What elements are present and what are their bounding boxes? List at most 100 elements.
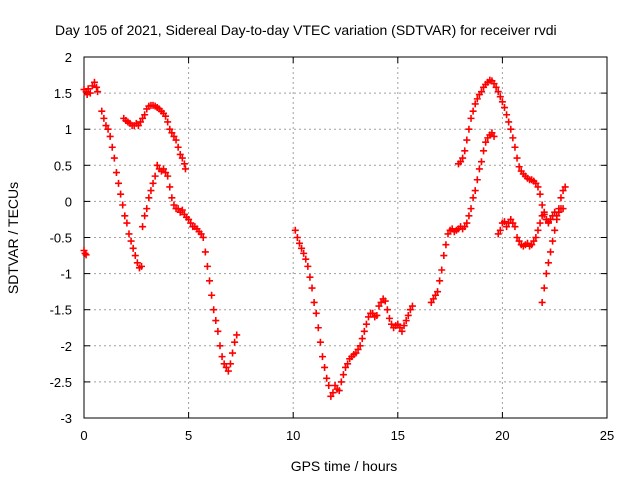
- data-point-marker: [394, 320, 402, 328]
- x-tick-label: 10: [286, 428, 300, 443]
- data-point-marker: [102, 122, 110, 130]
- data-point-marker: [162, 112, 170, 120]
- data-point-marker: [434, 288, 442, 296]
- data-point-marker: [532, 234, 540, 241]
- data-point-marker: [170, 132, 178, 140]
- data-point-marker: [542, 270, 550, 278]
- data-point-marker: [509, 134, 517, 142]
- series-1: [80, 78, 102, 99]
- data-point-marker: [131, 252, 139, 260]
- data-point-marker: [181, 165, 189, 173]
- data-point-marker: [166, 125, 174, 133]
- data-point-marker: [477, 158, 485, 166]
- data-point-marker: [406, 306, 414, 314]
- data-point-marker: [360, 327, 368, 335]
- data-point-marker: [473, 95, 481, 103]
- data-point-marker: [494, 230, 502, 238]
- data-point-marker: [440, 252, 448, 260]
- data-point-marker: [492, 83, 500, 91]
- data-point-marker: [170, 201, 178, 209]
- data-point-marker: [176, 150, 184, 158]
- data-point-marker: [318, 353, 326, 361]
- data-point-marker: [110, 154, 118, 162]
- data-point-marker: [141, 212, 149, 220]
- data-point-marker: [375, 302, 383, 310]
- data-point-marker: [210, 306, 218, 314]
- data-point-marker: [233, 331, 241, 339]
- data-point-marker: [540, 284, 548, 292]
- data-point-marker: [490, 80, 498, 88]
- data-point-marker: [469, 194, 477, 202]
- data-point-marker: [214, 327, 222, 335]
- data-point-marker: [226, 360, 234, 368]
- data-point-marker: [553, 215, 561, 223]
- data-point-marker: [469, 107, 477, 115]
- data-point-marker: [459, 154, 467, 162]
- data-point-marker: [373, 311, 381, 319]
- chart-title: Day 105 of 2021, Sidereal Day-to-day VTE…: [55, 22, 557, 38]
- data-point-marker: [352, 349, 360, 357]
- data-point-marker: [88, 82, 96, 90]
- series-4: [139, 161, 241, 375]
- data-point-marker: [515, 237, 523, 245]
- data-point-marker: [471, 100, 479, 108]
- data-point-marker: [480, 147, 488, 155]
- x-axis-label: GPS time / hours: [291, 458, 398, 474]
- data-point-marker: [159, 165, 167, 173]
- data-point-marker: [127, 237, 135, 245]
- series-5: [291, 226, 416, 400]
- data-point-marker: [461, 223, 469, 231]
- data-point-marker: [400, 322, 408, 330]
- data-point-marker: [561, 183, 569, 191]
- data-point-marker: [496, 93, 504, 101]
- series-8: [494, 205, 567, 250]
- data-point-marker: [222, 363, 230, 371]
- data-point-marker: [100, 114, 108, 122]
- data-point-marker: [224, 367, 232, 375]
- data-point-marker: [496, 226, 504, 234]
- data-point-marker: [482, 138, 490, 146]
- data-point-marker: [509, 219, 517, 227]
- data-point-marker: [471, 187, 479, 195]
- data-point-marker: [538, 298, 546, 306]
- data-point-marker: [339, 371, 347, 379]
- data-point-marker: [402, 317, 410, 325]
- data-point-marker: [178, 154, 186, 162]
- data-point-marker: [534, 226, 542, 234]
- data-point-marker: [500, 218, 508, 226]
- y-tick-label: 2: [65, 50, 72, 65]
- data-point-marker: [385, 314, 393, 322]
- data-point-marker: [513, 154, 521, 162]
- data-point-marker: [398, 327, 406, 335]
- data-point-marker: [544, 259, 552, 267]
- data-point-marker: [381, 297, 389, 305]
- data-point-marker: [308, 284, 316, 292]
- data-point-marker: [337, 378, 345, 386]
- data-point-marker: [473, 176, 481, 184]
- x-tick-label: 20: [495, 428, 509, 443]
- data-point-marker: [199, 234, 207, 241]
- data-point-marker: [465, 125, 473, 133]
- data-point-marker: [302, 255, 310, 263]
- data-point-marker: [216, 342, 224, 350]
- data-point-marker: [174, 143, 182, 151]
- data-point-marker: [383, 306, 391, 314]
- data-point-marker: [139, 223, 147, 231]
- data-point-marker: [547, 215, 555, 223]
- data-point-marker: [551, 226, 559, 234]
- series-6: [427, 129, 498, 306]
- data-point-marker: [119, 201, 127, 209]
- y-tick-label: -1: [60, 267, 72, 282]
- data-point-marker: [197, 230, 205, 238]
- data-point-marker: [321, 363, 329, 371]
- data-point-marker: [461, 147, 469, 155]
- data-point-marker: [540, 210, 548, 218]
- data-point-marker: [513, 234, 521, 241]
- data-point-marker: [507, 125, 515, 133]
- x-tick-label: 25: [600, 428, 614, 443]
- data-point-marker: [323, 374, 331, 382]
- data-point-marker: [463, 136, 471, 144]
- data-point-marker: [335, 387, 343, 395]
- data-point-marker: [463, 219, 471, 227]
